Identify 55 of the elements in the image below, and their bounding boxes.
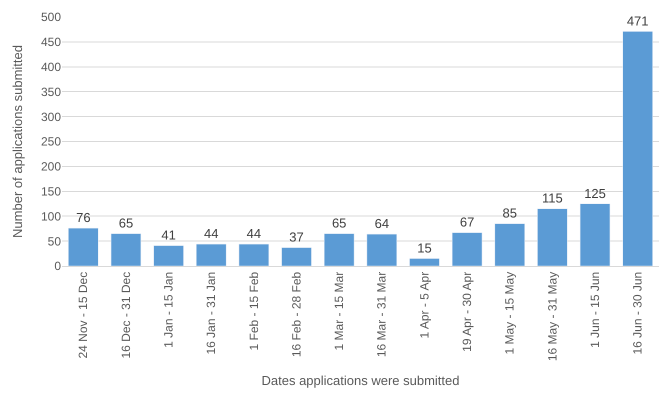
data-label: 115	[542, 190, 563, 206]
x-tick-label: 1 Mar - 15 Mar	[332, 272, 346, 350]
data-label: 65	[332, 216, 346, 231]
bar	[537, 208, 568, 266]
bar	[409, 258, 440, 266]
x-tick-label: 16 Dec - 31 Dec	[118, 272, 133, 359]
y-tick-label: 50	[48, 234, 62, 248]
data-label: 44	[204, 226, 218, 242]
bar	[238, 244, 270, 266]
data-label: 125	[584, 186, 606, 201]
y-axis-title: Number of applications submitted	[10, 45, 25, 238]
x-tick-label: 16 May - 31 May	[545, 272, 560, 362]
bar	[580, 204, 610, 266]
y-tick-label: 400	[40, 60, 62, 74]
data-label: 44	[246, 226, 262, 242]
bar	[366, 234, 397, 266]
bar	[452, 232, 482, 266]
y-tick-label: 350	[40, 84, 62, 99]
y-tick-label: 250	[40, 134, 62, 149]
data-label: 65	[118, 216, 134, 231]
y-tick-label: 100	[40, 209, 62, 224]
data-label: 76	[76, 210, 91, 226]
y-tick-label: 0	[54, 259, 62, 274]
data-label: 85	[502, 206, 517, 221]
x-tick-label: 1 Feb - 15 Feb	[246, 271, 261, 351]
bar	[196, 244, 226, 266]
x-tick-label: 1 May - 15 May	[502, 272, 517, 355]
x-tick-label: 24 Nov - 15 Dec	[76, 272, 90, 359]
data-label: 37	[289, 230, 304, 245]
y-tick-label: 150	[40, 184, 62, 198]
x-tick-label: 1 Jun - 15 Jun	[588, 272, 602, 348]
x-tick-label: 16 Jan - 31 Jan	[204, 272, 218, 355]
y-tick-label: 450	[40, 35, 62, 50]
bar	[494, 223, 525, 266]
y-tick-label: 500	[40, 10, 62, 24]
bar	[281, 247, 312, 266]
bar	[622, 31, 653, 266]
x-tick-label: 1 Jan - 15 Jan	[162, 272, 176, 348]
x-tick-label: 1 Apr - 5 Apr	[417, 272, 432, 339]
bar	[153, 245, 184, 266]
x-tick-label: 16 Jun - 30 Jun	[630, 272, 645, 355]
data-label: 64	[374, 216, 390, 232]
data-label: 15	[417, 240, 432, 256]
data-label: 471	[626, 13, 649, 28]
data-label: 67	[460, 214, 474, 230]
x-tick-label: 16 Mar - 31 Mar	[374, 272, 389, 358]
y-tick-label: 200	[40, 160, 62, 174]
bar	[324, 233, 354, 266]
data-label: 41	[161, 228, 176, 243]
x-tick-label: 19 Apr - 30 Apr	[460, 272, 474, 352]
x-tick-label: 16 Feb - 28 Feb	[289, 271, 304, 358]
y-tick-label: 300	[40, 110, 62, 124]
x-axis-title: Dates applications were submitted	[262, 372, 460, 388]
bar	[110, 233, 142, 266]
bar	[68, 228, 98, 266]
